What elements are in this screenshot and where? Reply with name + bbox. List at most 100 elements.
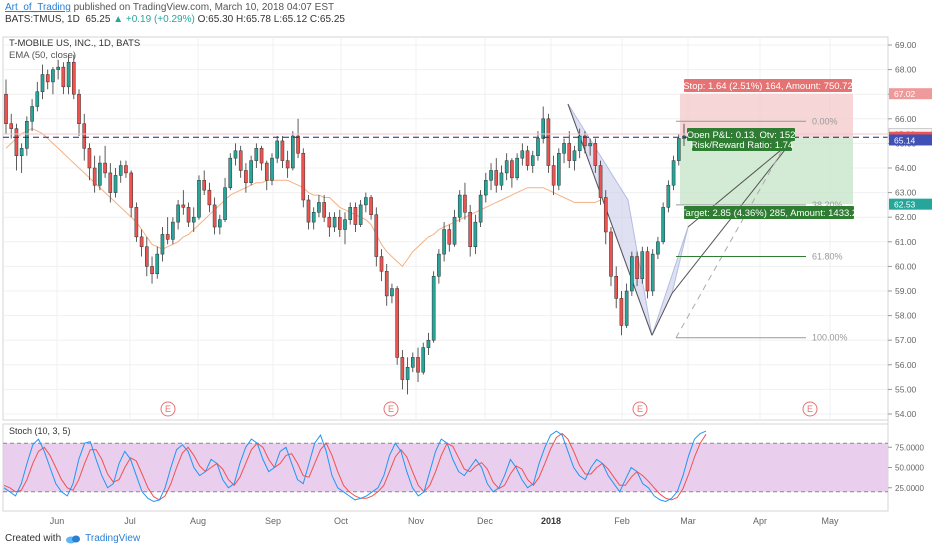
candle <box>212 197 217 235</box>
earnings-marker: E <box>160 401 176 417</box>
candle <box>306 195 311 230</box>
candle-body <box>447 229 452 245</box>
candle-body <box>40 74 45 92</box>
candle <box>296 118 300 159</box>
candle-body <box>139 236 144 247</box>
candle-body <box>499 172 504 186</box>
candle <box>56 59 60 80</box>
candle <box>259 145 264 171</box>
candle-body <box>113 175 118 193</box>
candle <box>416 347 420 383</box>
fib-label: 38.20% <box>812 200 843 210</box>
candle-body <box>468 212 472 247</box>
author-link[interactable]: Art_of_Trading <box>5 2 71 13</box>
candle-body <box>327 216 332 228</box>
price-tick-label: 58.00 <box>895 311 917 321</box>
candle-body <box>635 256 639 279</box>
earnings-icon <box>160 401 176 417</box>
candle-body <box>61 66 66 88</box>
candle <box>202 170 206 196</box>
candle <box>332 212 337 232</box>
candle <box>238 145 243 178</box>
stop-label-tag: Stop: 1.64 (2.51%) 164, Amount: 750.72 <box>683 79 853 92</box>
candle-body <box>437 253 441 277</box>
time-tick-label: Jun <box>50 516 65 526</box>
candle-body <box>108 172 113 193</box>
candle-body <box>484 180 488 196</box>
candle <box>87 143 92 181</box>
risk-reward-label-bg <box>692 138 792 151</box>
time-tick-label: Sep <box>265 516 281 526</box>
price-tick-label: 69.00 <box>895 40 917 50</box>
open-pnl-label-bg <box>687 128 795 141</box>
candle <box>280 136 285 168</box>
candle-body <box>530 155 535 166</box>
candle-body <box>572 150 577 161</box>
candle-body <box>30 106 34 122</box>
price-tick-label: 61.00 <box>895 237 917 247</box>
candle-body <box>442 229 446 255</box>
earnings-icon <box>802 401 818 417</box>
candle <box>624 283 629 328</box>
candle-body <box>463 194 467 213</box>
candle-body <box>489 170 493 181</box>
candle <box>134 202 139 242</box>
stop-label: Stop: 1.64 (2.51%) 164, Amount: 750.72 <box>683 81 853 92</box>
candle-body <box>103 162 107 174</box>
candle <box>614 266 619 309</box>
candle-body <box>676 138 681 161</box>
candle <box>369 195 373 220</box>
candle-body <box>197 180 201 218</box>
candle-body <box>165 234 170 240</box>
candle <box>364 192 368 213</box>
price-axis-bg <box>888 37 932 511</box>
created-with-text: Created with <box>5 533 62 544</box>
candle <box>390 283 394 304</box>
candle <box>609 227 613 287</box>
candle-body <box>87 148 92 169</box>
target-label-bg <box>684 206 854 219</box>
candle <box>557 148 561 191</box>
candle <box>468 204 472 257</box>
candle-body <box>160 234 165 255</box>
candle <box>619 291 624 336</box>
candle-body <box>35 91 40 107</box>
candle-body <box>504 160 509 174</box>
candle-body <box>244 170 248 184</box>
earnings-label: E <box>388 404 394 414</box>
candle <box>223 177 227 223</box>
candle <box>567 131 572 168</box>
candle-body <box>640 251 645 279</box>
candle-body <box>332 216 337 228</box>
candle-body <box>598 165 603 198</box>
last-price: 65.25 <box>85 14 111 25</box>
candle <box>343 212 347 245</box>
candle <box>520 143 525 166</box>
time-tick-label: Apr <box>753 516 767 526</box>
time-tick-label: Oct <box>334 516 349 526</box>
price-badge-bg <box>889 134 932 146</box>
risk-reward-label-tag: Risk/Reward Ratio: 1.74 <box>691 138 793 151</box>
candle-body <box>541 118 545 139</box>
candle-body <box>264 162 269 181</box>
candle-body <box>614 275 619 299</box>
tradingview-link[interactable]: TradingView <box>85 533 141 544</box>
candle <box>431 271 436 343</box>
candle <box>181 190 186 215</box>
candle <box>270 153 274 186</box>
candle <box>337 209 342 237</box>
time-tick-label: May <box>821 516 839 526</box>
candle-body <box>374 214 379 257</box>
candle <box>207 182 212 213</box>
earnings-label: E <box>807 404 813 414</box>
candle-body <box>296 135 300 154</box>
candle <box>77 89 81 137</box>
earnings-marker: E <box>802 401 818 417</box>
candle-body <box>416 357 420 373</box>
candle-body <box>301 152 306 201</box>
candle-body <box>666 184 671 208</box>
publish-info: Art_of_Trading published on TradingView.… <box>5 2 334 13</box>
candle <box>405 357 410 395</box>
candle-body <box>259 148 264 164</box>
